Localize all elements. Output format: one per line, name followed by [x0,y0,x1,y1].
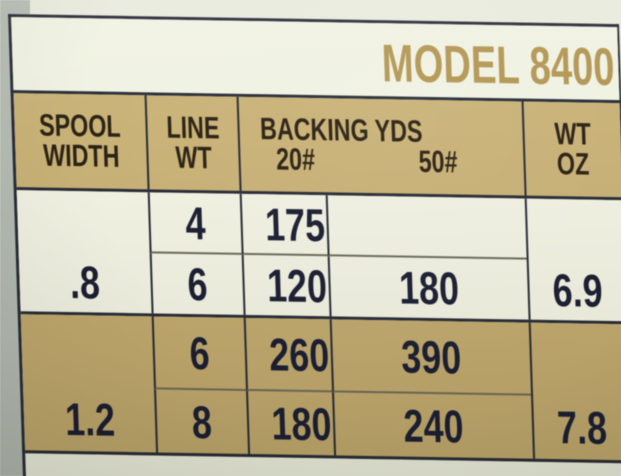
spec-group-spool-08: .8 4 175 6.9 6 120 180 [16,190,621,325]
cell-backing-50 [325,195,527,260]
cell-spool-width: .8 [69,256,101,309]
model-title: MODEL 8400 [380,34,616,98]
spec-group-spool-12: 1.2 6 260 390 7.8 8 180 240 [20,314,621,464]
header-backing-yds: BACKING YDS 20# 50# [236,96,525,196]
cell-line-wt: 4 [147,192,242,255]
backing-20-label: 20# [275,141,316,178]
header-wt-oz: WT OZ [521,101,621,198]
cell-backing-20: 175 [239,193,328,257]
cell-line-wt: 6 [149,253,244,315]
cell-wt-oz: 6.9 [524,198,621,322]
cell-backing-50: 390 [329,319,532,396]
cell-backing-20: 180 [246,390,335,456]
cell-line-wt: 8 [154,389,249,454]
backing-50-label: 50# [418,143,458,180]
spec-table-page: MODEL 8400 SPOOL WIDTH LINE WT BACKING Y… [8,14,621,476]
cell-backing-50: 180 [327,256,529,320]
cell-backing-20: 260 [243,317,333,393]
cell-wt-oz: 7.8 [528,322,621,461]
header-spool-width: SPOOL WIDTH [38,107,122,174]
cell-backing-20: 120 [241,254,330,317]
cell-line-wt: 6 [151,316,247,391]
cell-backing-50: 240 [332,392,534,459]
header-line-wt: LINE WT [144,95,240,191]
title-band: MODEL 8400 [11,17,620,104]
cell-spool-width: 1.2 [63,392,116,446]
table-header-row: SPOOL WIDTH LINE WT BACKING YDS 20# 50# … [13,93,621,201]
